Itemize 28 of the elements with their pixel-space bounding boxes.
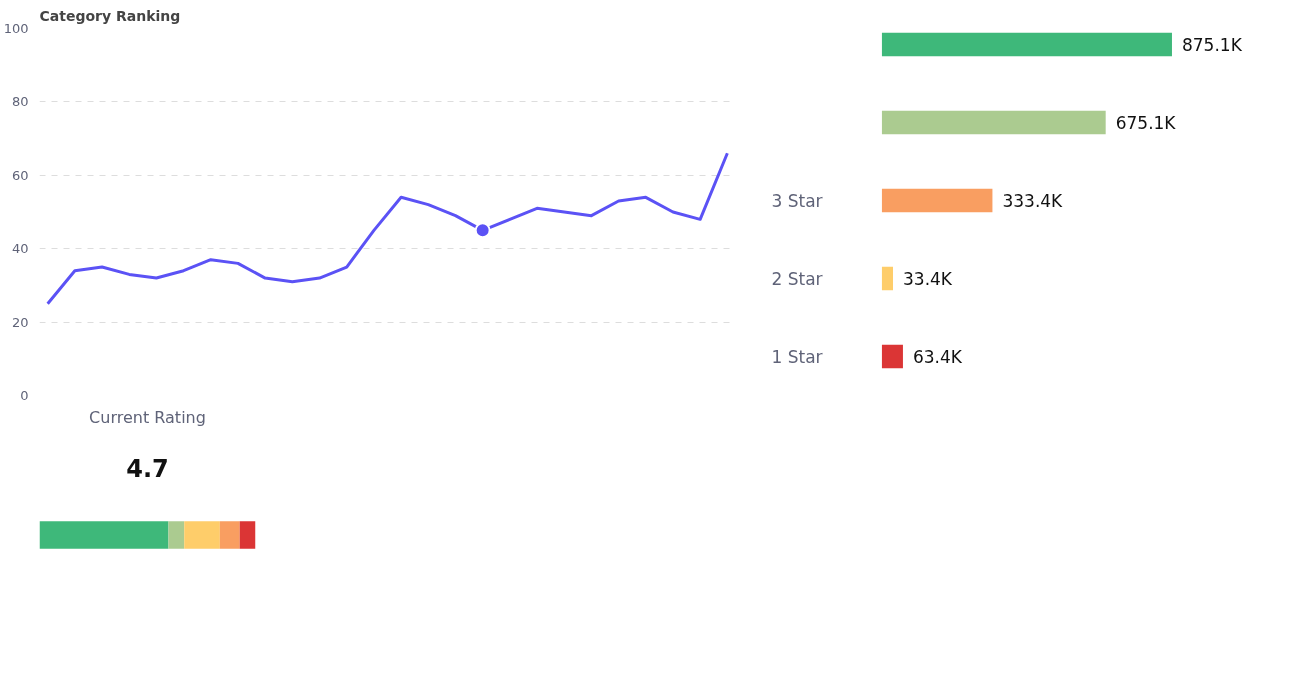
category-label: 2 Star xyxy=(771,268,823,289)
bar xyxy=(184,521,220,549)
data-label: 675.1K xyxy=(1115,112,1177,133)
y-tick-label: 60 xyxy=(11,167,29,183)
bar xyxy=(881,110,1106,135)
bar xyxy=(881,344,903,369)
bar xyxy=(881,188,993,213)
bar xyxy=(239,521,256,549)
category-label: 3 Star xyxy=(771,190,823,211)
chart-title: Current Rating xyxy=(89,407,206,427)
y-tick-label: 80 xyxy=(11,94,29,110)
data-label: 875.1K xyxy=(1181,34,1243,55)
bar xyxy=(39,521,169,549)
bar xyxy=(219,521,240,549)
bar xyxy=(168,521,185,549)
y-tick-label: 0 xyxy=(20,388,29,403)
data-label: 333.4K xyxy=(1002,190,1064,211)
chart-title: Category Ranking xyxy=(39,7,181,24)
bar xyxy=(881,32,1172,57)
text: 4.7 xyxy=(126,455,169,484)
category-label: 1 Star xyxy=(771,346,823,367)
y-tick-label: 40 xyxy=(11,241,29,257)
data-label: 33.4K xyxy=(903,268,953,289)
y-tick-label: 100 xyxy=(3,21,29,36)
bar xyxy=(881,266,893,291)
line-series xyxy=(46,151,729,306)
data-label: 63.4K xyxy=(912,346,963,367)
y-tick-label: 20 xyxy=(11,314,29,330)
